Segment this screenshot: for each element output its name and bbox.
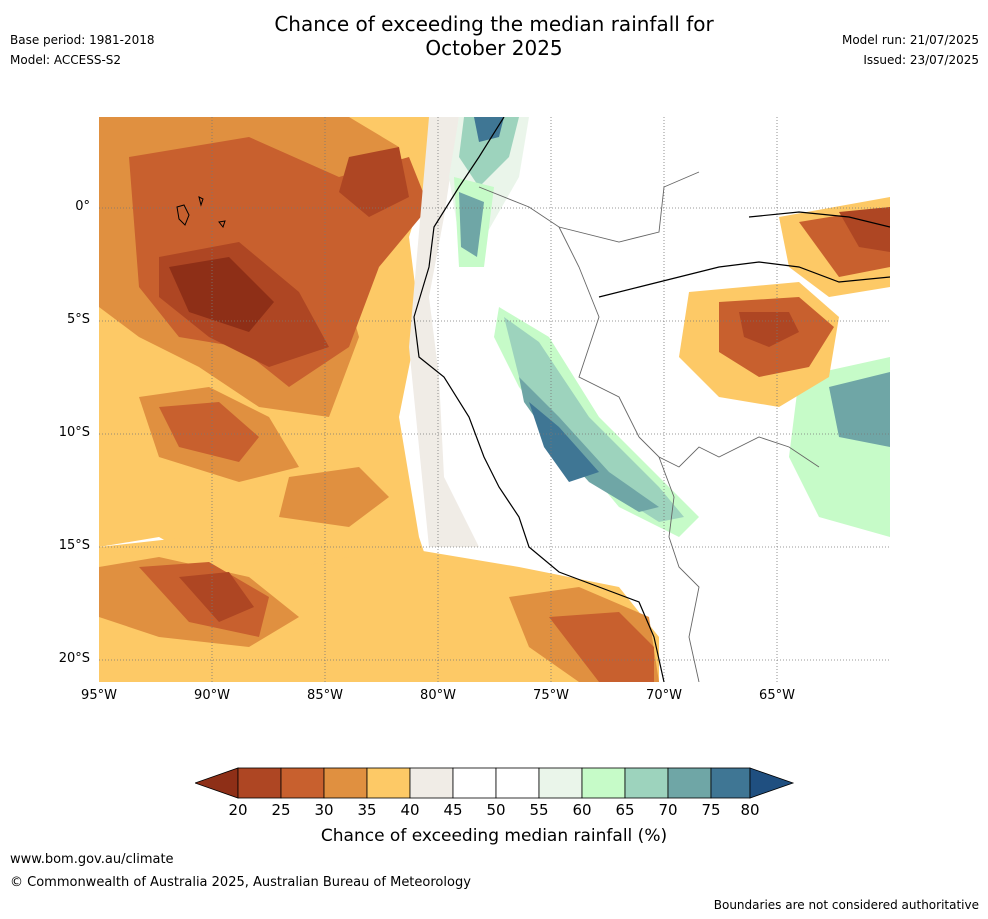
cb-tick-50: 50	[486, 801, 506, 819]
lat-label-20s: 20°S	[58, 651, 90, 666]
lon-label-80w: 80°W	[420, 688, 456, 703]
colorbar-label: Chance of exceeding median rainfall (%)	[320, 826, 668, 846]
lon-label-65w: 65°W	[759, 688, 795, 703]
cb-tick-25: 25	[271, 801, 291, 819]
cb-tick-20: 20	[228, 801, 248, 819]
coastline	[413, 117, 665, 682]
title-line-1: Chance of exceeding the median rainfall …	[274, 12, 714, 36]
cb-tick-75: 75	[701, 801, 721, 819]
cb-tick-60: 60	[572, 801, 592, 819]
cb-tick-35: 35	[357, 801, 377, 819]
lon-label-75w: 75°W	[533, 688, 569, 703]
meta-right: Model run: 21/07/2025 Issued: 23/07/2025	[842, 30, 979, 70]
lon-label-90w: 90°W	[194, 688, 230, 703]
amazon-river	[598, 261, 890, 298]
issued-date: Issued: 23/07/2025	[863, 53, 979, 67]
model-name: Model: ACCESS-S2	[10, 53, 122, 67]
lon-label-70w: 70°W	[646, 688, 682, 703]
map-title: Chance of exceeding the median rainfall …	[0, 12, 988, 60]
base-period: Base period: 1981-2018	[10, 33, 155, 47]
lon-label-85w: 85°W	[307, 688, 343, 703]
cb-tick-40: 40	[400, 801, 420, 819]
lat-label-15s: 15°S	[58, 538, 90, 553]
lat-label-10s: 10°S	[58, 425, 90, 440]
website-link[interactable]: www.bom.gov.au/climate	[10, 852, 174, 867]
cb-tick-65: 65	[615, 801, 635, 819]
lat-label-0: 0°	[75, 199, 90, 214]
probability-fields	[99, 117, 890, 682]
rainfall-map	[99, 117, 890, 682]
country-borders	[478, 171, 820, 682]
graticule	[99, 117, 890, 682]
meta-left: Base period: 1981-2018 Model: ACCESS-S2	[10, 30, 155, 70]
boundaries-disclaimer: Boundaries are not considered authoritat…	[713, 898, 979, 912]
cb-tick-70: 70	[658, 801, 678, 819]
lon-label-95w: 95°W	[81, 688, 117, 703]
cb-tick-55: 55	[529, 801, 549, 819]
cb-tick-80: 80	[740, 801, 760, 819]
cb-tick-45: 45	[443, 801, 463, 819]
colorbar	[193, 766, 795, 800]
copyright-text: © Commonwealth of Australia 2025, Austra…	[10, 875, 471, 890]
cb-tick-30: 30	[314, 801, 334, 819]
galapagos-islands	[176, 196, 226, 229]
lat-label-5s: 5°S	[66, 312, 90, 327]
model-run: Model run: 21/07/2025	[841, 33, 979, 47]
title-line-2: October 2025	[425, 36, 563, 60]
map-svg	[99, 117, 890, 682]
